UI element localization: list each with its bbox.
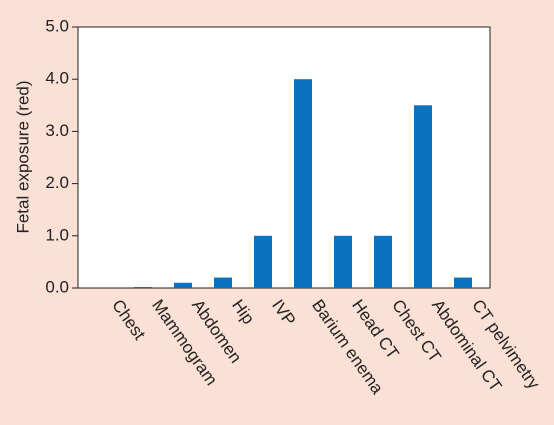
- bar: [374, 235, 392, 288]
- y-tick-label: 2.0: [45, 173, 69, 192]
- bar: [134, 286, 152, 288]
- bar: [414, 105, 432, 288]
- y-tick-label: 4.0: [45, 69, 69, 88]
- bar: [254, 235, 272, 288]
- y-tick-label: 5.0: [45, 16, 69, 35]
- bar: [294, 79, 312, 288]
- bar: [454, 277, 472, 288]
- bar: [334, 235, 352, 288]
- y-tick-label: 3.0: [45, 121, 69, 140]
- bar: [214, 277, 232, 288]
- y-tick-label: 1.0: [45, 225, 69, 244]
- y-tick-label: 0.0: [45, 277, 69, 296]
- bar: [174, 282, 192, 288]
- y-axis-label: Fetal exposure (red): [13, 80, 32, 233]
